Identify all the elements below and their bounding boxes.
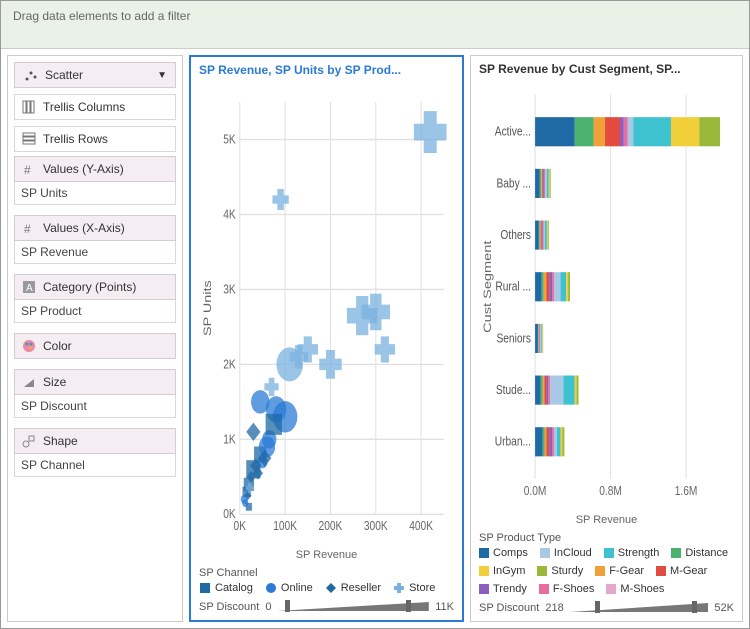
- chart-canvas: SP Revenue, SP Units by SP Prod... SP Un…: [183, 49, 749, 628]
- bar-slider-high: 52K: [714, 602, 734, 614]
- chart-type-dropdown[interactable]: Scatter ▼: [14, 62, 176, 88]
- svg-text:SP Units: SP Units: [201, 280, 214, 336]
- color-head-label: Color: [43, 339, 72, 353]
- bar-title: SP Revenue by Cust Segment, SP...: [471, 56, 742, 82]
- legend-item[interactable]: InCloud: [540, 547, 592, 559]
- x-axis-value[interactable]: SP Revenue: [14, 241, 176, 264]
- grid-columns-icon: [21, 99, 37, 115]
- bar-panel[interactable]: SP Revenue by Cust Segment, SP... Cust S…: [470, 55, 743, 622]
- trellis-rows-item[interactable]: Trellis Rows: [14, 126, 176, 152]
- svg-text:Rural ...: Rural ...: [495, 278, 531, 294]
- size-head-label: Size: [43, 375, 66, 389]
- bar-slider-label: SP Discount: [479, 602, 539, 614]
- trellis-rows-label: Trellis Rows: [43, 132, 108, 146]
- svg-text:0.8M: 0.8M: [599, 482, 622, 498]
- scatter-legend-title: SP Channel: [199, 567, 454, 579]
- bar-plot-area[interactable]: Cust Segment 0.0M 0.8M 1.6M Active... Baby ..…: [479, 88, 734, 512]
- svg-text:Seniors: Seniors: [496, 330, 531, 346]
- y-axis-head[interactable]: # Values (Y-Axis): [14, 156, 176, 182]
- svg-text:400K: 400K: [409, 519, 433, 534]
- svg-text:2K: 2K: [223, 357, 236, 372]
- svg-text:0.0M: 0.0M: [524, 482, 547, 498]
- slider-handle[interactable]: [595, 601, 600, 613]
- legend-item[interactable]: F-Gear: [595, 565, 644, 577]
- scatter-panel[interactable]: SP Revenue, SP Units by SP Prod... SP Un…: [189, 55, 464, 622]
- x-axis-head-label: Values (X-Axis): [43, 221, 125, 235]
- svg-text:5K: 5K: [223, 132, 236, 147]
- category-value[interactable]: SP Product: [14, 300, 176, 323]
- grid-rows-icon: [21, 131, 37, 147]
- size-value[interactable]: SP Discount: [14, 395, 176, 418]
- shape-value[interactable]: SP Channel: [14, 454, 176, 477]
- legend-item[interactable]: Reseller: [325, 582, 381, 594]
- legend-item[interactable]: M-Shoes: [606, 583, 664, 595]
- hash-icon: #: [21, 220, 37, 236]
- scatter-x-label: SP Revenue: [199, 549, 454, 561]
- scatter-plot-area[interactable]: SP Units0K1K2K3K4K5K0K100K200K300K400K: [199, 89, 454, 547]
- legend-item[interactable]: Strength: [604, 547, 660, 559]
- caret-down-icon: ▼: [157, 70, 167, 81]
- legend-item[interactable]: Sturdy: [537, 565, 583, 577]
- size-head[interactable]: Size: [14, 369, 176, 395]
- legend-item[interactable]: Distance: [671, 547, 728, 559]
- svg-text:Cust Segment: Cust Segment: [481, 240, 494, 333]
- legend-item[interactable]: Catalog: [199, 582, 253, 594]
- y-axis-value[interactable]: SP Units: [14, 182, 176, 205]
- x-axis-head[interactable]: # Values (X-Axis): [14, 215, 176, 241]
- size-icon: [21, 374, 37, 390]
- svg-text:Urban...: Urban...: [495, 433, 531, 449]
- svg-text:Others: Others: [500, 227, 531, 243]
- legend-item[interactable]: Comps: [479, 547, 528, 559]
- svg-text:Active...: Active...: [495, 123, 531, 139]
- svg-text:1K: 1K: [223, 432, 236, 447]
- hash-icon: #: [21, 161, 37, 177]
- category-head-label: Category (Points): [43, 280, 136, 294]
- scatter-slider-low: 0: [265, 601, 271, 613]
- scatter-slider-label: SP Discount: [199, 601, 259, 613]
- svg-text:300K: 300K: [364, 519, 388, 534]
- y-axis-head-label: Values (Y-Axis): [43, 162, 124, 176]
- bar-x-label: SP Revenue: [479, 514, 734, 526]
- svg-text:100K: 100K: [273, 519, 297, 534]
- legend-item[interactable]: Online: [265, 582, 313, 594]
- shape-icon: [21, 433, 37, 449]
- category-head[interactable]: A Category (Points): [14, 274, 176, 300]
- svg-text:1.6M: 1.6M: [675, 482, 698, 498]
- svg-text:A: A: [26, 283, 33, 294]
- svg-text:200K: 200K: [319, 519, 343, 534]
- svg-text:0K: 0K: [234, 519, 247, 534]
- config-sidebar: Scatter ▼ Trellis Columns Trellis Rows #: [7, 55, 183, 622]
- bar-slider-low: 218: [545, 602, 563, 614]
- legend-item[interactable]: InGym: [479, 565, 525, 577]
- slider-handle[interactable]: [406, 600, 411, 612]
- bar-slider[interactable]: [570, 601, 709, 615]
- legend-item[interactable]: F-Shoes: [539, 583, 595, 595]
- legend-item[interactable]: M-Gear: [656, 565, 707, 577]
- svg-text:#: #: [24, 222, 31, 235]
- palette-icon: [21, 338, 37, 354]
- legend-item[interactable]: Store: [393, 582, 435, 594]
- scatter-title: SP Revenue, SP Units by SP Prod...: [191, 57, 462, 83]
- filter-hint: Drag data elements to add a filter: [13, 9, 190, 23]
- shape-head-label: Shape: [43, 434, 78, 448]
- scatter-slider[interactable]: [277, 600, 429, 614]
- shape-head[interactable]: Shape: [14, 428, 176, 454]
- slider-handle[interactable]: [692, 601, 697, 613]
- svg-text:4K: 4K: [223, 207, 236, 222]
- scatter-slider-high: 11K: [435, 601, 454, 613]
- bar-legend-title: SP Product Type: [479, 532, 734, 544]
- svg-text:#: #: [24, 163, 31, 176]
- slider-handle[interactable]: [285, 600, 290, 612]
- svg-text:Stude...: Stude...: [496, 382, 531, 398]
- legend-item[interactable]: Trendy: [479, 583, 527, 595]
- chart-type-label: Scatter: [45, 68, 83, 82]
- trellis-columns-label: Trellis Columns: [43, 100, 125, 114]
- svg-text:3K: 3K: [223, 282, 236, 297]
- letter-a-icon: A: [21, 279, 37, 295]
- svg-text:Baby ...: Baby ...: [496, 175, 531, 191]
- scatter-icon: [23, 67, 39, 83]
- filter-drop-bar[interactable]: Drag data elements to add a filter: [1, 1, 749, 49]
- color-head[interactable]: Color: [14, 333, 176, 359]
- trellis-columns-item[interactable]: Trellis Columns: [14, 94, 176, 120]
